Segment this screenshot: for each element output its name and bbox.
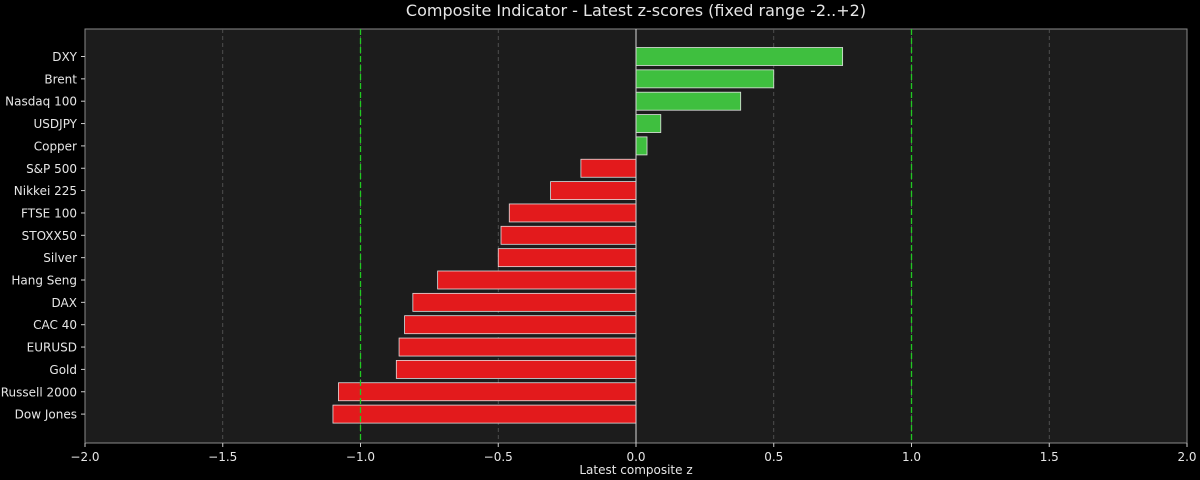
bar (635, 69, 775, 89)
category-label: Nikkei 225 (14, 184, 77, 198)
bar (404, 315, 637, 335)
bar (412, 292, 637, 312)
bar (635, 47, 844, 66)
x-tick-label: −2.0 (70, 450, 99, 464)
category-label: FTSE 100 (21, 206, 77, 220)
category-label: Brent (44, 72, 77, 86)
bar (635, 91, 742, 111)
category-label: DAX (52, 296, 77, 310)
category-label: STOXX50 (22, 229, 77, 243)
bar (338, 382, 637, 402)
chart-title: Composite Indicator - Latest z-scores (f… (406, 1, 866, 20)
category-label: USDJPY (34, 117, 78, 131)
bar (437, 270, 637, 290)
category-label: Hang Seng (11, 274, 77, 288)
category-label: Copper (34, 139, 77, 153)
x-axis-label: Latest composite z (579, 463, 692, 477)
x-tick-label: 1.0 (902, 450, 921, 464)
bars (332, 47, 844, 424)
category-label: EURUSD (27, 341, 77, 355)
bar (395, 359, 637, 379)
x-axis-ticks: −2.0 −1.5 −1.0 −0.5 0.0 0.5 1.0 1.5 2.0 (70, 443, 1197, 464)
x-tick-label: 1.5 (1040, 450, 1059, 464)
category-label: Nasdaq 100 (5, 95, 77, 109)
bar (500, 225, 637, 245)
bar (580, 158, 637, 178)
y-axis-ticks: DXY Brent Nasdaq 100 USDJPY Copper S&P 500 Nik… (1, 50, 85, 422)
bar (550, 181, 637, 201)
category-label: Silver (43, 251, 77, 265)
x-tick-label: −1.0 (346, 450, 375, 464)
x-tick-label: −1.5 (208, 450, 237, 464)
category-label: DXY (52, 50, 77, 64)
category-label: S&P 500 (26, 162, 77, 176)
x-tick-label: 0.0 (626, 450, 645, 464)
category-label: CAC 40 (33, 318, 77, 332)
x-tick-label: 2.0 (1177, 450, 1196, 464)
threshold-lines (359, 29, 913, 443)
bar (497, 248, 637, 268)
bar (635, 136, 648, 156)
category-label: Dow Jones (15, 408, 77, 422)
x-tick-label: 0.5 (764, 450, 783, 464)
x-tick-label: −0.5 (484, 450, 513, 464)
bar (635, 114, 662, 133)
bar (398, 337, 637, 357)
bar (508, 203, 637, 223)
category-label: Gold (49, 363, 77, 377)
category-label: Russell 2000 (1, 385, 77, 399)
bar (332, 404, 637, 424)
